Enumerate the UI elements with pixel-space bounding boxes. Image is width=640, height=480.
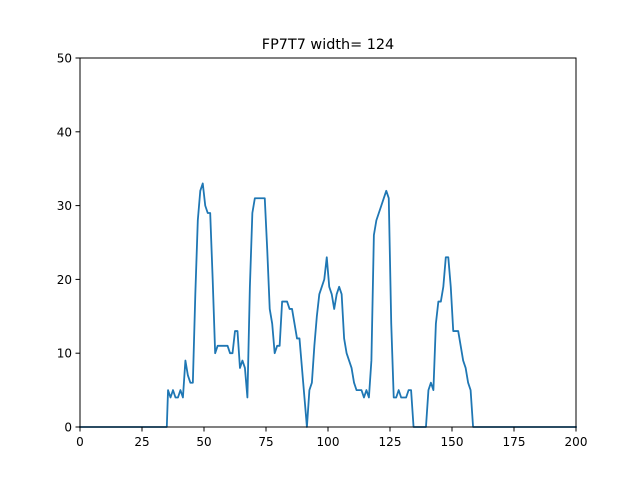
x-tick-label: 75 [258,435,273,449]
y-tick-label: 20 [57,273,72,287]
x-tick-label: 125 [379,435,402,449]
y-tick-label: 0 [64,421,72,435]
y-tick-label: 50 [57,52,72,66]
x-tick-label: 150 [441,435,464,449]
y-tick-label: 40 [57,125,72,139]
axes: 0 25 50 75 100 125 150 175 200 0 10 20 30 40 50 [57,52,588,450]
x-tick-label: 0 [76,435,84,449]
y-tick-label: 10 [57,347,72,361]
x-tick-label: 50 [196,435,211,449]
x-tick-label: 175 [503,435,526,449]
chart-title: FP7T7 width= 124 [262,37,394,53]
x-tick-label: 25 [134,435,149,449]
x-tick-label: 200 [565,435,588,449]
y-tick-label: 30 [57,199,72,213]
x-tick-label: 100 [317,435,340,449]
